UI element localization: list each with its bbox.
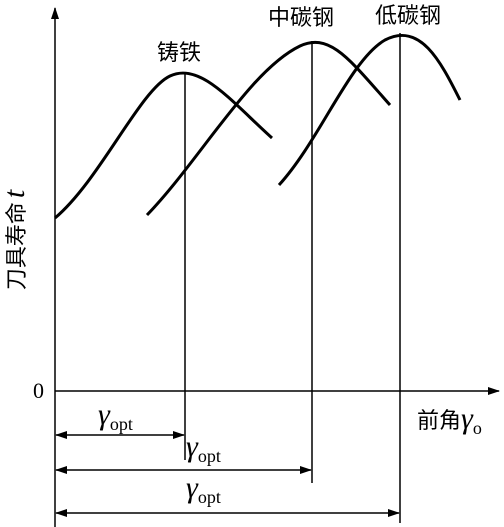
x-label-text: 前角	[417, 409, 461, 434]
optimum-label: γopt	[98, 398, 133, 434]
curve	[277, 33, 462, 187]
curve	[54, 71, 274, 220]
origin-label: 0	[33, 378, 44, 403]
optimum-label: γopt	[186, 430, 221, 466]
optimum-symbol: γ	[98, 398, 111, 431]
y-label-symbol: t	[0, 189, 31, 198]
optimum-symbol: γ	[186, 430, 199, 463]
optimum-subscript: opt	[110, 414, 133, 434]
curve-label: 低碳钢	[375, 4, 441, 29]
optimum-subscript: opt	[198, 446, 221, 466]
x-axis-label: 前角γo	[417, 402, 482, 438]
curve-label: 铸铁	[157, 41, 201, 66]
curve	[145, 40, 392, 217]
curve-label: 中碳钢	[268, 6, 334, 31]
x-label-symbol: γ	[461, 402, 474, 435]
y-axis-label: 刀具寿命 t	[0, 189, 31, 290]
optimum-label: γopt	[186, 471, 221, 507]
x-label-subscript: o	[473, 418, 482, 438]
y-label-text: 刀具寿命	[5, 202, 30, 290]
optimum-symbol: γ	[186, 471, 199, 504]
optimum-subscript: opt	[198, 487, 221, 507]
